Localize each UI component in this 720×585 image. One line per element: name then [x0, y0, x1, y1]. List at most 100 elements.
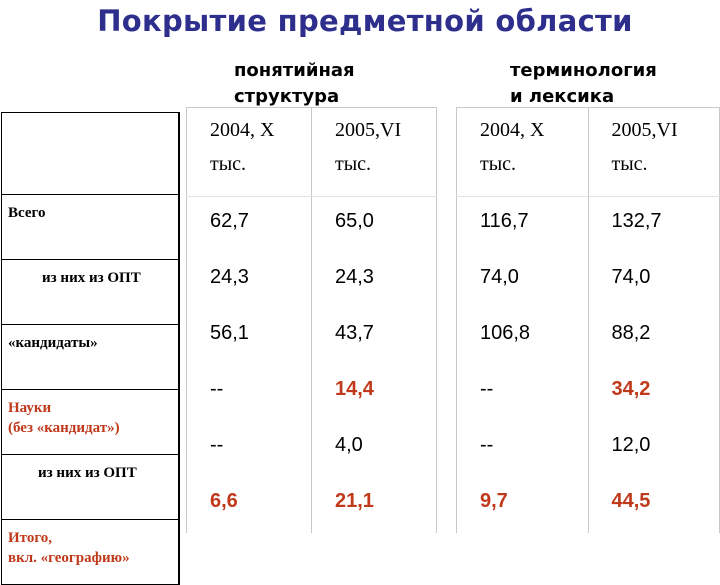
table-header-row: 2004, X тыс. 2005,VI тыс.	[186, 107, 437, 197]
cell-value: 106,8	[480, 322, 531, 344]
table-row: 56,1 43,7	[186, 309, 437, 365]
header-line: тыс.	[335, 153, 372, 175]
cell-value: 21,1	[335, 490, 374, 512]
table-cell: 4,0	[311, 421, 437, 477]
cell-value: 24,3	[335, 266, 374, 288]
table-cell: 12,0	[588, 421, 720, 477]
header-line: тыс.	[611, 153, 648, 175]
row-label-line: Итого,	[8, 530, 53, 546]
table-row: Науки (без «кандидат»)	[1, 389, 179, 455]
table-cell: --	[186, 365, 312, 421]
group-label-conceptual: понятийная структура	[234, 58, 355, 110]
table-cell: --	[186, 421, 312, 477]
table-row	[1, 112, 179, 195]
row-label: Науки (без «кандидат»)	[1, 389, 179, 455]
cell-value: 88,2	[611, 322, 651, 344]
table-cell: 74,0	[588, 253, 720, 309]
table-row: -- 4,0	[186, 421, 437, 477]
cell-value: 74,0	[480, 266, 519, 288]
header-line: 2004, X	[210, 119, 275, 141]
header-line: 2005,VI	[611, 119, 678, 141]
header-line: 2005,VI	[335, 119, 402, 141]
table-row: Всего	[1, 194, 179, 260]
column-header: 2004, X тыс.	[456, 107, 589, 197]
cell-value: 34,2	[611, 378, 651, 400]
table-row: 6,6 21,1	[186, 477, 437, 533]
table-row: 24,3 24,3	[186, 253, 437, 309]
group-label-line: понятийная	[234, 60, 355, 81]
table-row: 9,7 44,5	[456, 477, 720, 533]
cell-value: 116,7	[480, 210, 529, 232]
table-cell: 9,7	[456, 477, 589, 533]
cell-value: --	[210, 434, 224, 456]
cell-value: 65,0	[335, 210, 374, 232]
row-label: из них из ОПТ	[1, 454, 179, 520]
table-row: 116,7 132,7	[456, 196, 720, 253]
table-row: из них из ОПТ	[1, 454, 179, 520]
group-label-line: структура	[234, 86, 340, 107]
table-cell: 56,1	[186, 309, 312, 365]
table-cell: 14,4	[311, 365, 437, 421]
row-label-line: вкл. «географию»	[8, 550, 130, 566]
group-label-line: терминология	[510, 60, 657, 81]
table-row: 74,0 74,0	[456, 253, 720, 309]
header-line: тыс.	[210, 153, 247, 175]
table-row: 106,8 88,2	[456, 309, 720, 365]
column-header: 2005,VI тыс.	[311, 107, 437, 197]
cell-value: 44,5	[611, 490, 651, 512]
row-label-line: (без «кандидат»)	[8, 420, 120, 436]
cell-value: 24,3	[210, 266, 249, 288]
table-cell: 21,1	[311, 477, 437, 533]
table-cell: 34,2	[588, 365, 720, 421]
table-header-row: 2004, X тыс. 2005,VI тыс.	[456, 107, 720, 197]
cell-value: --	[480, 378, 494, 400]
column-header: 2005,VI тыс.	[588, 107, 720, 197]
row-label: Итого, вкл. «географию»	[1, 519, 179, 585]
table-row: Итого, вкл. «географию»	[1, 519, 179, 585]
cell-value: 9,7	[480, 490, 508, 512]
table-row: из них из ОПТ	[1, 259, 179, 325]
cell-value: 56,1	[210, 322, 249, 344]
table-cell: --	[456, 365, 589, 421]
table-cell: 44,5	[588, 477, 720, 533]
cell-value: 74,0	[611, 266, 651, 288]
header-line: тыс.	[480, 153, 517, 175]
table-cell: 74,0	[456, 253, 589, 309]
page-title: Покрытие предметной области	[97, 4, 633, 38]
group-label-line: и лексика	[510, 86, 615, 107]
empty-header-cell	[1, 112, 179, 195]
cell-value: 12,0	[611, 434, 651, 456]
column-header: 2004, X тыс.	[186, 107, 312, 197]
table-cell: 116,7	[456, 196, 589, 253]
table-cell: 43,7	[311, 309, 437, 365]
table-cell: 24,3	[311, 253, 437, 309]
row-label: Всего	[1, 194, 179, 260]
row-label-line: Науки	[8, 400, 52, 416]
cell-value: 43,7	[335, 322, 374, 344]
table-cell: --	[456, 421, 589, 477]
table-row: «кандидаты»	[1, 324, 179, 390]
cell-value: 14,4	[335, 378, 374, 400]
row-label: из них из ОПТ	[1, 259, 179, 325]
cell-value: --	[210, 378, 224, 400]
terminology-table: 2004, X тыс. 2005,VI тыс. 116,7 132,7 74…	[456, 107, 720, 533]
row-labels-table: Всего из них из ОПТ «кандидаты» Науки (б…	[1, 112, 180, 585]
cell-value: --	[480, 434, 494, 456]
row-label: «кандидаты»	[1, 324, 179, 390]
table-row: -- 12,0	[456, 421, 720, 477]
table-cell: 24,3	[186, 253, 312, 309]
table-row: -- 34,2	[456, 365, 720, 421]
table-cell: 62,7	[186, 196, 312, 253]
cell-value: 6,6	[210, 490, 238, 512]
table-cell: 106,8	[456, 309, 589, 365]
cell-value: 132,7	[611, 210, 662, 232]
table-row: -- 14,4	[186, 365, 437, 421]
group-label-terminology: терминология и лексика	[510, 58, 657, 110]
table-cell: 132,7	[588, 196, 720, 253]
cell-value: 62,7	[210, 210, 249, 232]
table-cell: 6,6	[186, 477, 312, 533]
table-cell: 65,0	[311, 196, 437, 253]
table-row: 62,7 65,0	[186, 196, 437, 253]
table-cell: 88,2	[588, 309, 720, 365]
cell-value: 4,0	[335, 434, 363, 456]
